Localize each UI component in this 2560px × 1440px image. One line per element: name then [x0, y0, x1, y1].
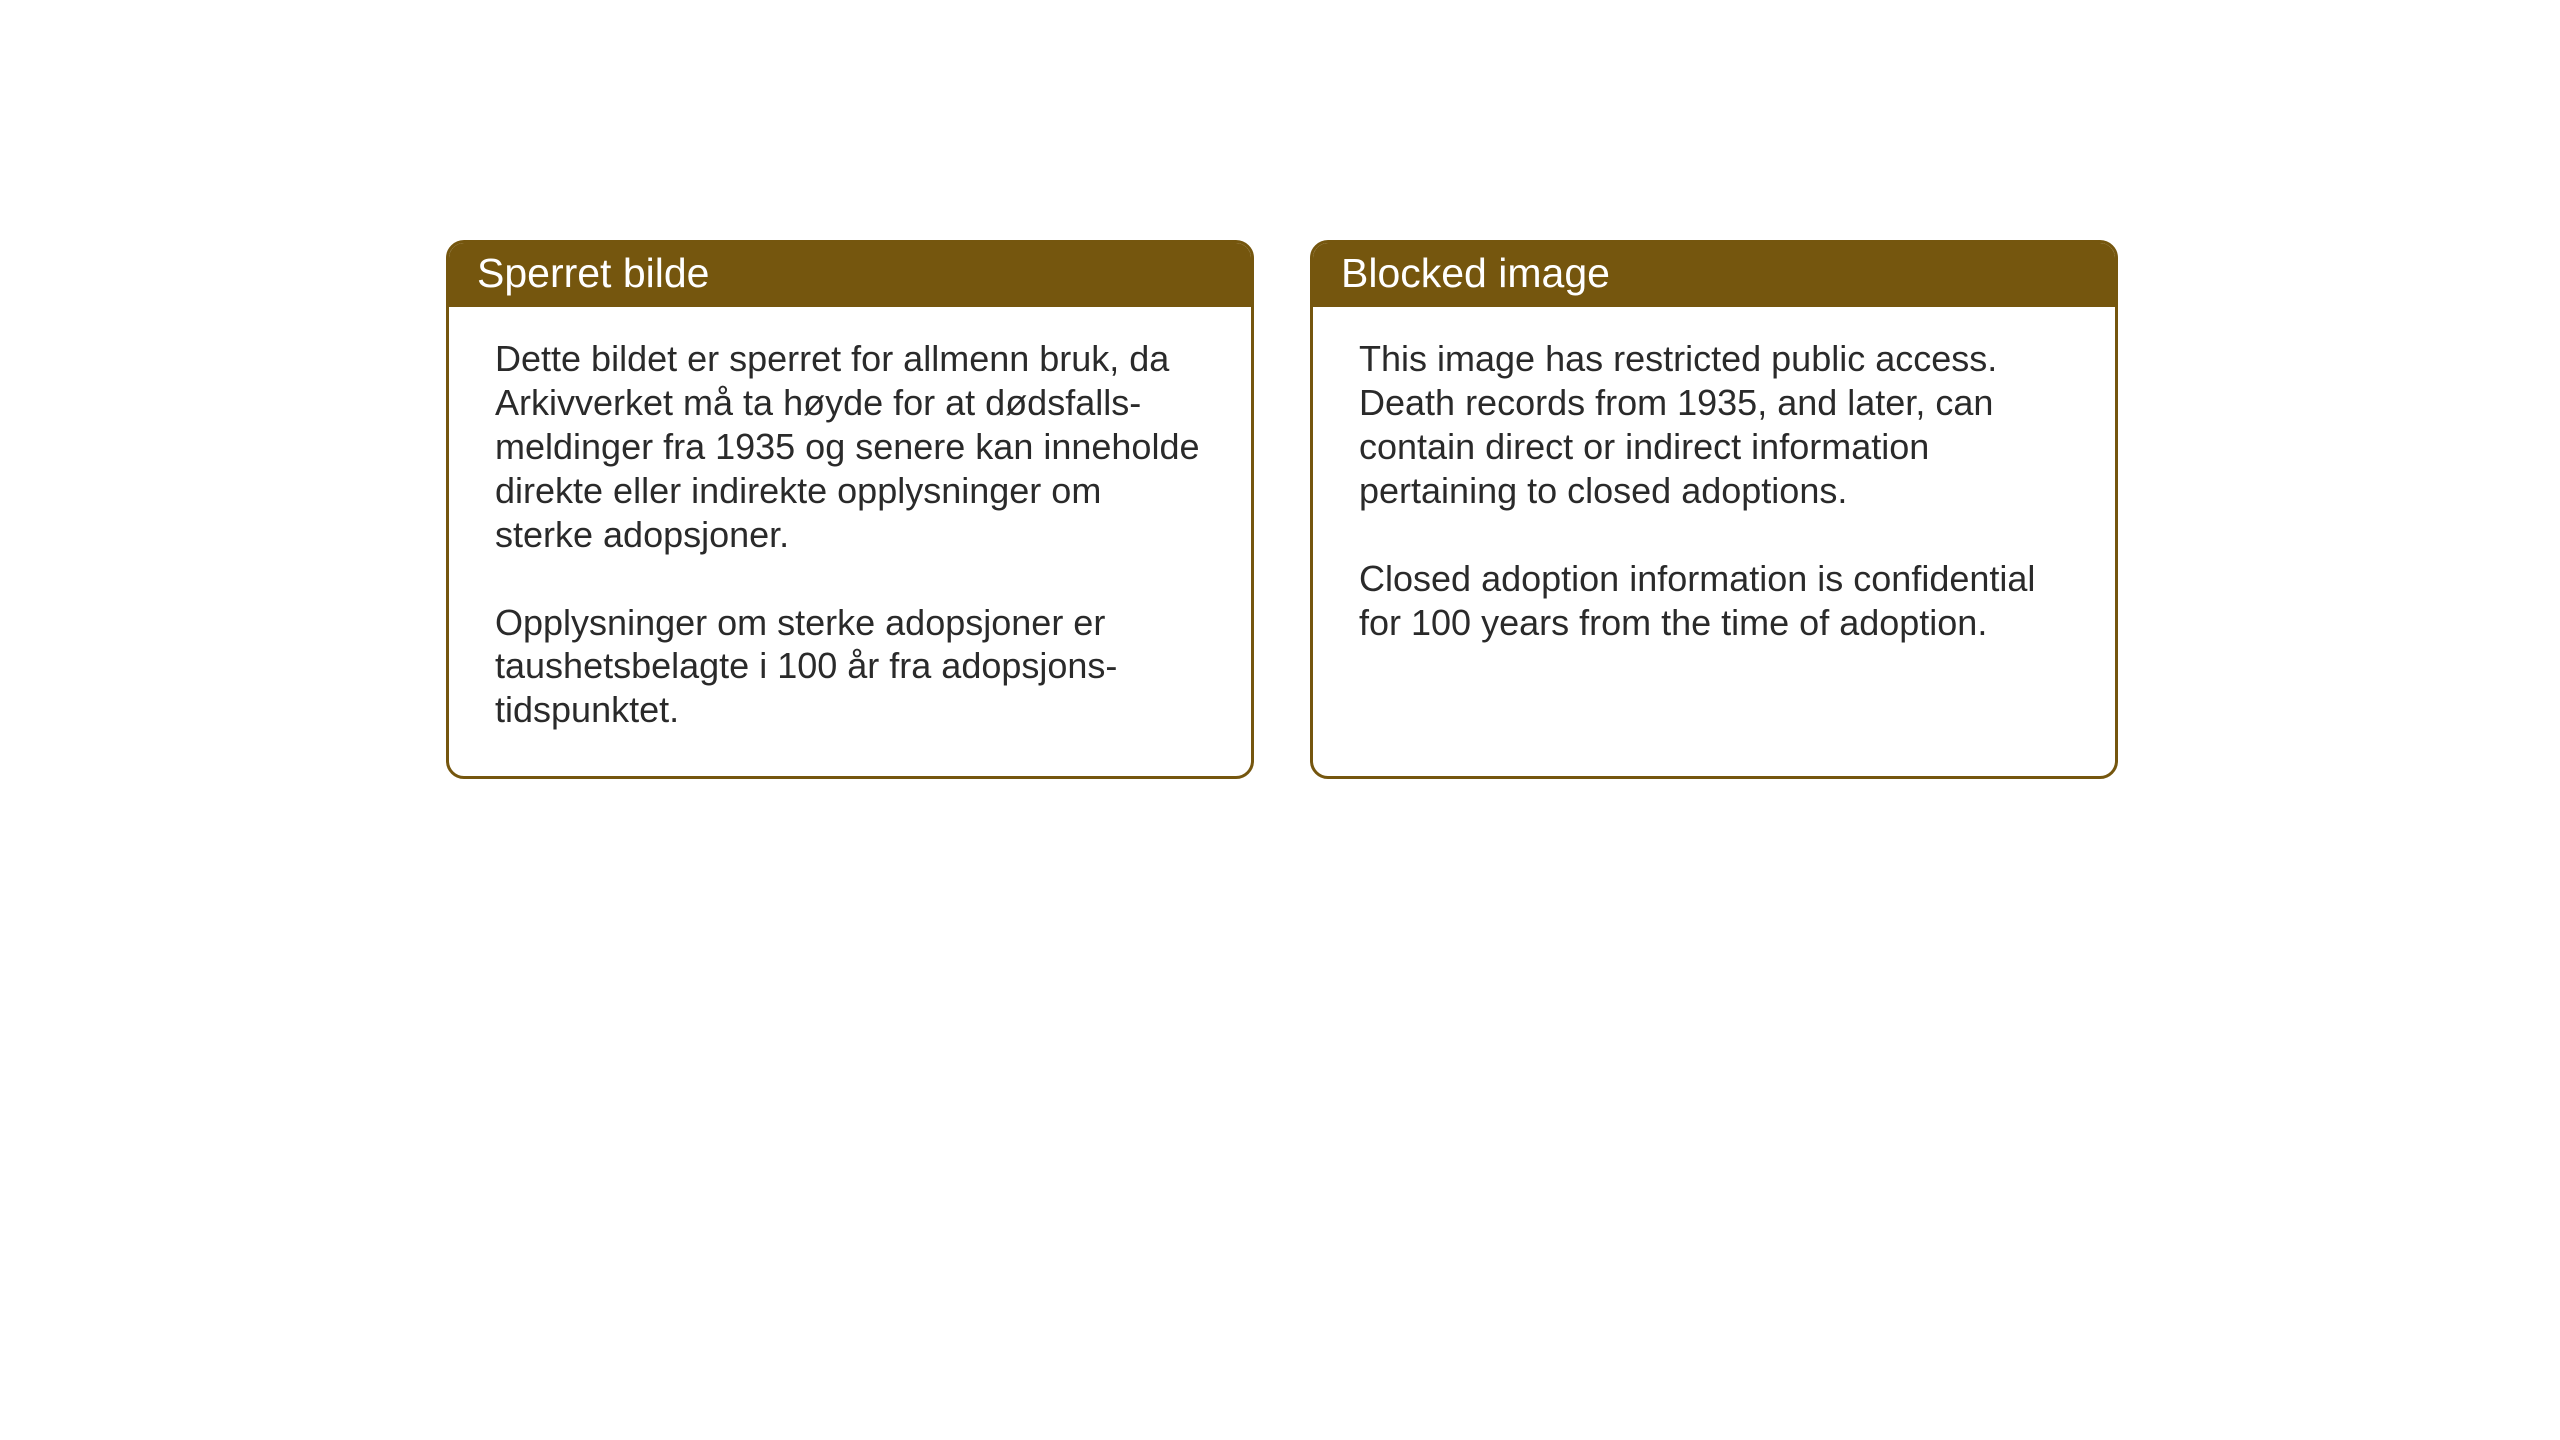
notice-card-english: Blocked image This image has restricted …	[1310, 240, 2118, 779]
notice-paragraph: Opplysninger om sterke adopsjoner er tau…	[495, 601, 1205, 733]
notice-header-english: Blocked image	[1313, 243, 2115, 307]
notice-card-norwegian: Sperret bilde Dette bildet er sperret fo…	[446, 240, 1254, 779]
notice-body-norwegian: Dette bildet er sperret for allmenn bruk…	[449, 307, 1251, 776]
notice-paragraph: Closed adoption information is confident…	[1359, 557, 2069, 645]
notice-paragraph: Dette bildet er sperret for allmenn bruk…	[495, 337, 1205, 557]
notice-body-english: This image has restricted public access.…	[1313, 307, 2115, 727]
notice-container: Sperret bilde Dette bildet er sperret fo…	[446, 240, 2118, 779]
notice-paragraph: This image has restricted public access.…	[1359, 337, 2069, 513]
notice-header-norwegian: Sperret bilde	[449, 243, 1251, 307]
